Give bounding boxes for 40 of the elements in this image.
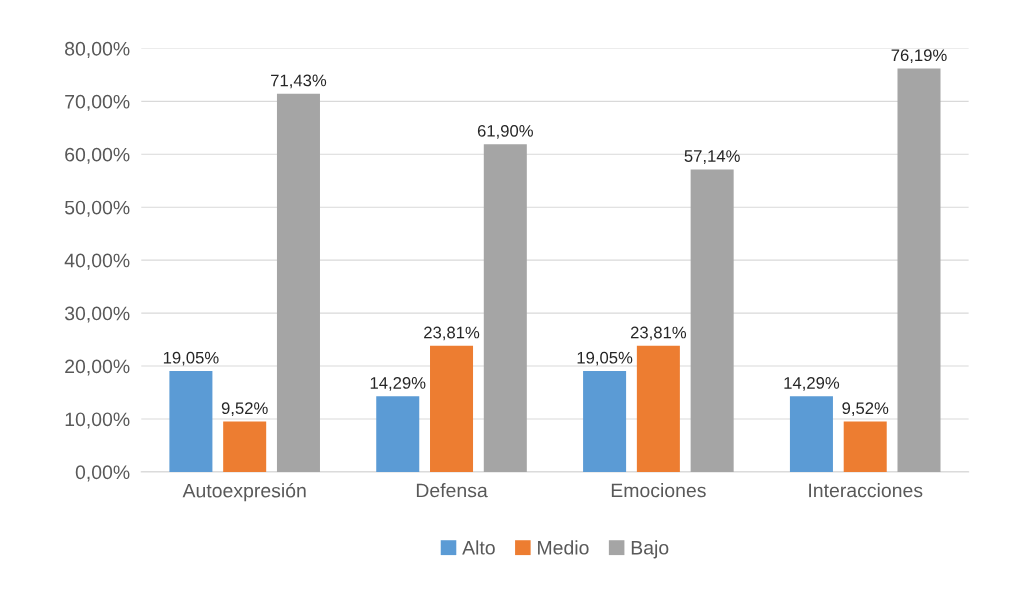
bar	[376, 396, 420, 472]
bar	[223, 421, 267, 472]
x-tick-label: Interacciones	[809, 483, 923, 498]
y-tick-label: 70,00%	[65, 94, 130, 111]
data-label: 19,05%	[577, 351, 633, 366]
x-tick-label: Emociones	[611, 483, 706, 498]
y-tick-label: 30,00%	[64, 306, 130, 323]
data-label: 23,81%	[424, 326, 480, 341]
y-tick-label: 0,00%	[75, 465, 130, 482]
legend-label: Alto	[462, 540, 495, 555]
bar	[430, 345, 474, 472]
bar	[843, 421, 887, 472]
data-label: 9,52%	[842, 402, 889, 417]
data-label: 14,29%	[784, 376, 840, 391]
bar	[169, 371, 213, 472]
y-tick-label: 10,00%	[65, 412, 130, 429]
y-tick-label: 40,00%	[64, 253, 130, 270]
data-label: 57,14%	[684, 150, 740, 164]
bar	[276, 93, 320, 472]
data-label: 14,29%	[370, 376, 426, 391]
data-label: 76,19%	[891, 49, 947, 64]
bar	[483, 144, 527, 472]
x-tick-label: Defensa	[416, 483, 488, 498]
data-label: 61,90%	[477, 124, 533, 139]
y-tick-label: 50,00%	[64, 200, 130, 217]
y-tick-label: 80,00%	[65, 41, 130, 58]
bar	[789, 396, 833, 472]
legend-label: Medio	[538, 540, 589, 555]
x-tick-label: Autoexpresión	[182, 483, 306, 502]
bar	[690, 169, 734, 472]
data-label: 19,05%	[163, 351, 219, 366]
bar	[897, 68, 941, 472]
legend-label: Bajo	[631, 540, 669, 559]
y-tick-label: 20,00%	[65, 359, 130, 376]
data-label: 23,81%	[630, 326, 687, 341]
y-tick-label: 60,00%	[65, 147, 130, 164]
bar	[636, 345, 680, 472]
data-label: 71,43%	[271, 74, 327, 89]
bar	[583, 371, 627, 472]
data-label: 9,52%	[221, 402, 268, 417]
